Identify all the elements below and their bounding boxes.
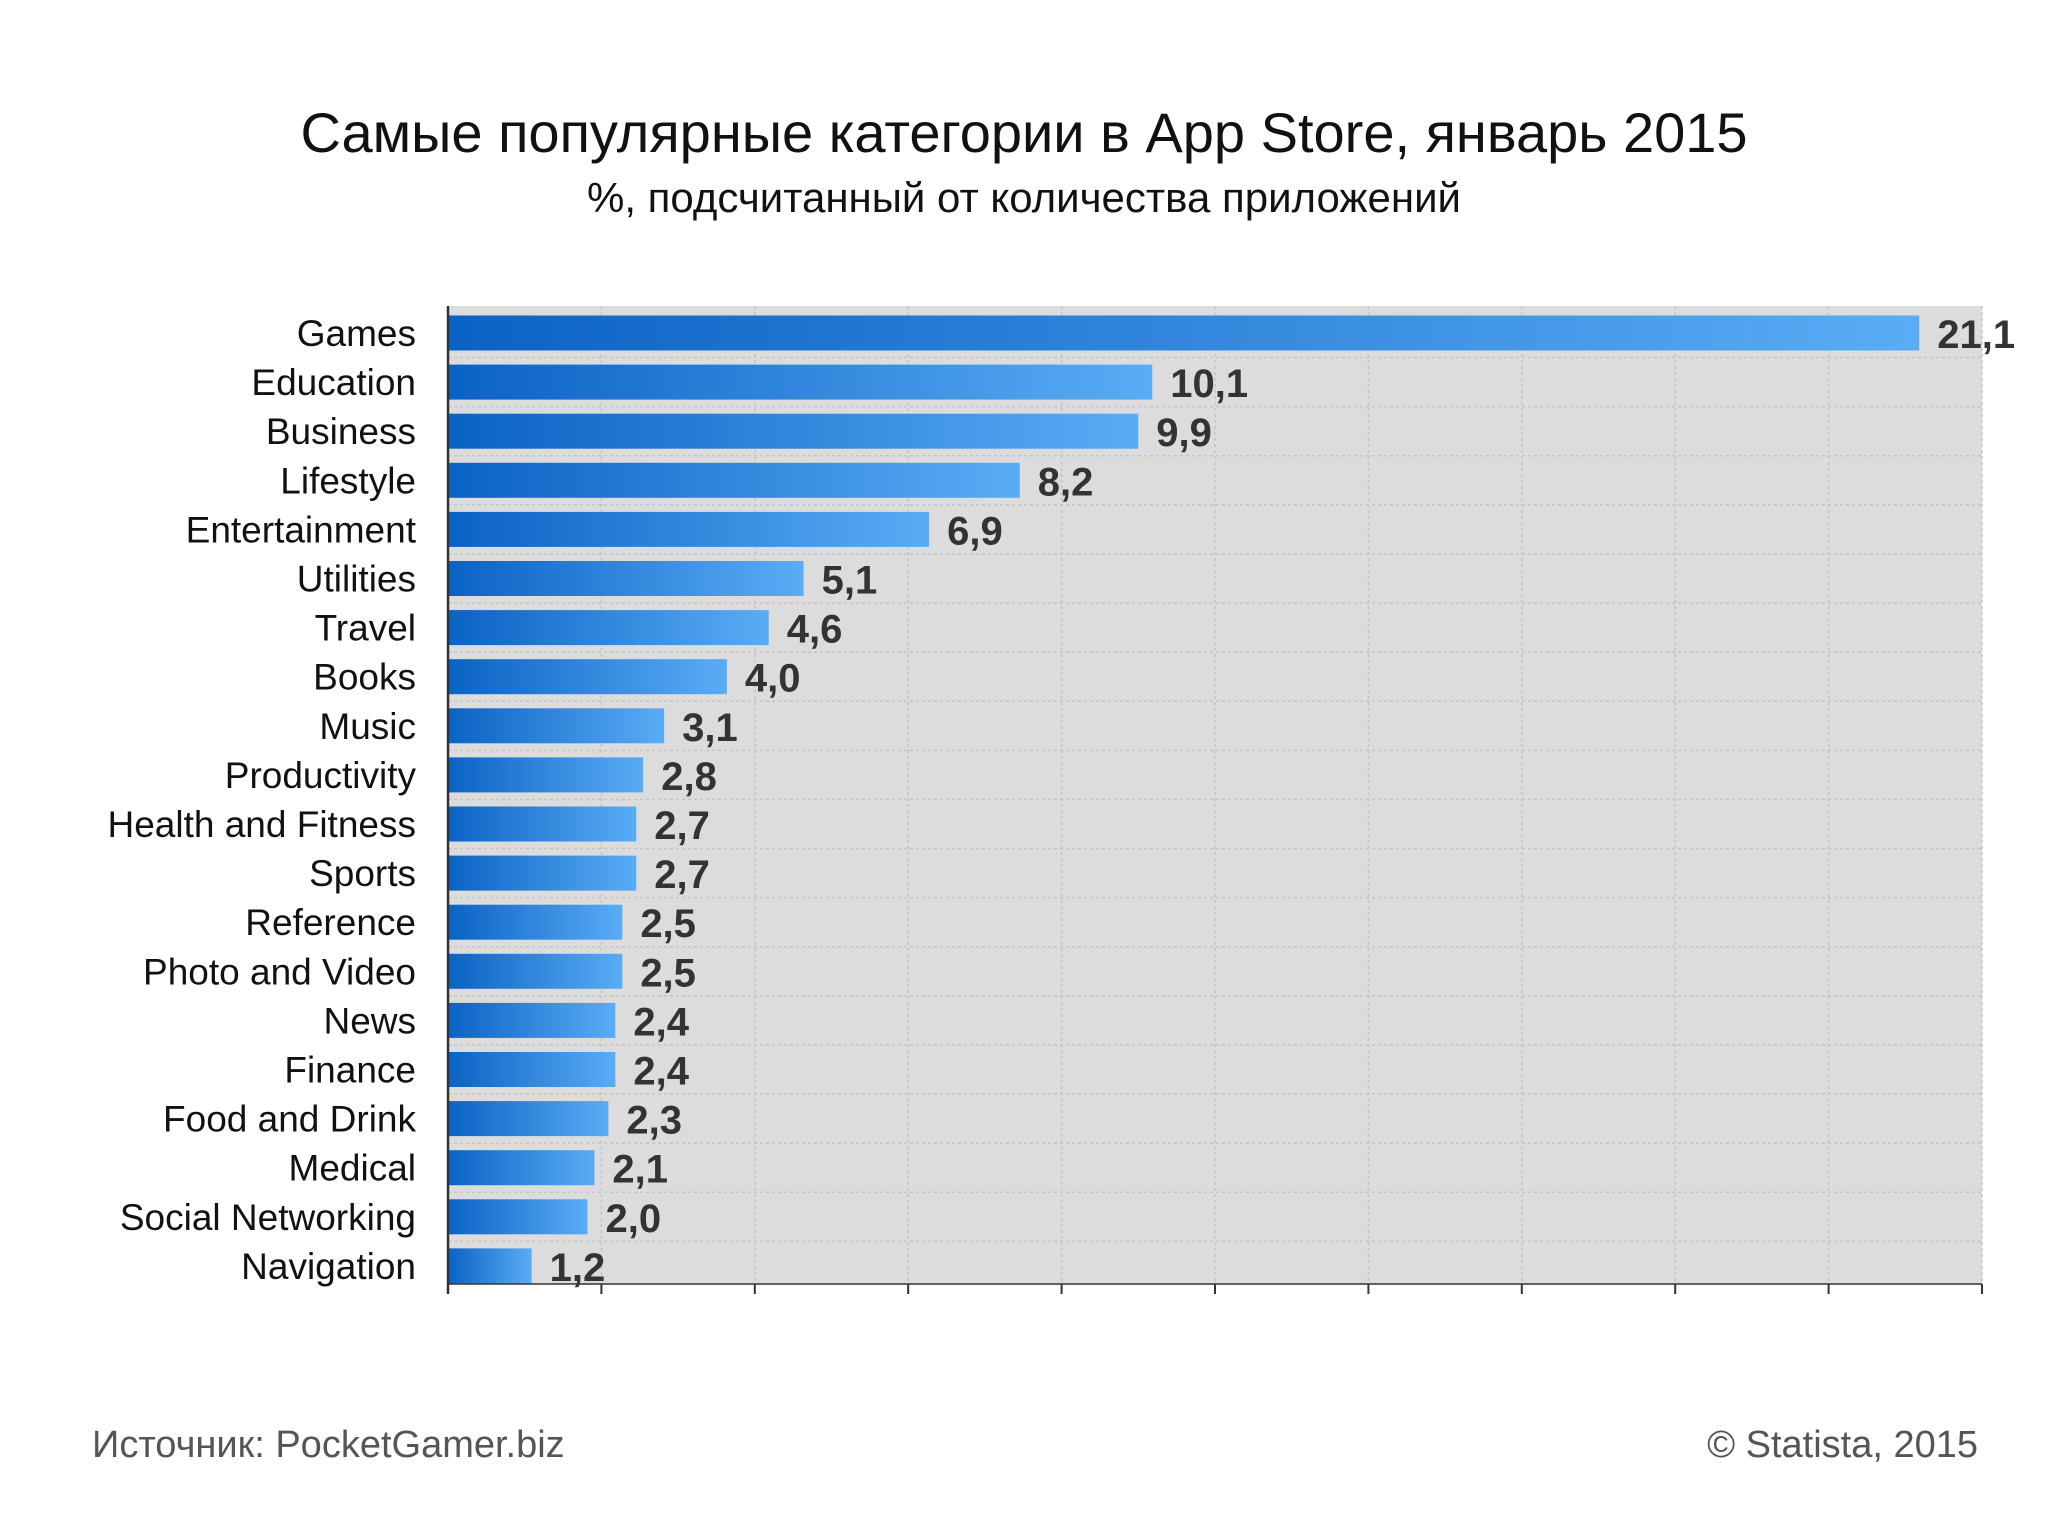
bar-food-and-drink <box>448 1101 609 1137</box>
bar-productivity <box>448 757 644 793</box>
category-label: Business <box>266 411 416 452</box>
bar-books <box>448 659 727 695</box>
category-label: Books <box>313 657 416 698</box>
category-label: Games <box>297 313 416 354</box>
value-label: 2,8 <box>661 755 717 799</box>
bar-reference <box>448 904 623 940</box>
bar-games <box>448 315 1920 351</box>
value-label: 1,2 <box>550 1246 606 1290</box>
category-label: Productivity <box>225 755 417 796</box>
x-axis <box>446 306 1983 1294</box>
copyright-note: © Statista, 2015 <box>1707 1424 1978 1466</box>
category-label: Photo and Video <box>143 951 416 992</box>
value-label: 4,6 <box>787 608 843 652</box>
value-label: 6,9 <box>947 509 1003 553</box>
category-label: Medical <box>289 1148 417 1189</box>
source-note: Источник: PocketGamer.biz <box>92 1424 565 1466</box>
bar-entertainment <box>448 511 930 547</box>
category-label: Entertainment <box>186 509 417 550</box>
category-label: Education <box>251 362 416 403</box>
category-labels: Games Education Business Lifestyle Entertain… <box>107 313 416 1287</box>
bar-travel <box>448 610 769 646</box>
bar-social-networking <box>448 1199 588 1235</box>
bar-business <box>448 413 1139 449</box>
category-label: Health and Fitness <box>107 804 416 845</box>
value-label: 9,9 <box>1156 411 1212 455</box>
bar-sports <box>448 855 637 891</box>
bar-health-and-fitness <box>448 806 637 842</box>
bar-photo-and-video <box>448 953 623 989</box>
value-label: 2,7 <box>654 853 710 897</box>
chart-title: Самые популярные категории в App Store, … <box>300 101 1748 164</box>
bars <box>448 315 1920 1284</box>
bar-utilities <box>448 561 804 596</box>
bar-medical <box>448 1150 595 1186</box>
value-label: 2,7 <box>654 804 710 848</box>
value-label: 2,0 <box>605 1197 661 1241</box>
category-label: News <box>323 1000 416 1041</box>
bar-navigation <box>448 1248 532 1284</box>
value-label: 5,1 <box>822 559 878 603</box>
category-label: Food and Drink <box>163 1099 416 1140</box>
value-labels: 21,1 10,1 9,9 8,2 6,9 5,1 4,6 4,03,1 2,8 2,7 2,7 2,… <box>550 313 2015 1290</box>
category-label: Lifestyle <box>280 460 416 501</box>
grid-lines <box>448 306 1983 1284</box>
bar-lifestyle <box>448 462 1020 498</box>
chart-subtitle: %, подсчитанный от количества приложений <box>586 174 1461 221</box>
category-label: Reference <box>245 902 416 943</box>
value-label: 2,1 <box>612 1148 668 1192</box>
category-label: Social Networking <box>120 1197 416 1238</box>
value-label: 2,4 <box>633 1000 689 1044</box>
bar-news <box>448 1002 616 1038</box>
category-label: Sports <box>309 853 416 894</box>
value-label: 21,1 <box>1937 313 2015 357</box>
bar-finance <box>448 1052 616 1087</box>
category-label: Music <box>319 706 416 747</box>
category-label: Navigation <box>241 1246 416 1287</box>
value-label: 10,1 <box>1170 362 1248 406</box>
bar-education <box>448 364 1153 400</box>
value-label: 3,1 <box>682 706 738 750</box>
category-label: Travel <box>315 608 416 649</box>
value-label: 2,5 <box>640 902 696 946</box>
category-label: Finance <box>284 1050 416 1091</box>
bar-music <box>448 708 665 744</box>
value-label: 8,2 <box>1038 460 1094 504</box>
value-label: 2,4 <box>633 1050 689 1094</box>
category-label: Utilities <box>297 559 416 600</box>
value-label: 4,0 <box>745 657 801 701</box>
value-label: 2,3 <box>626 1099 682 1143</box>
value-label: 2,5 <box>640 951 696 995</box>
